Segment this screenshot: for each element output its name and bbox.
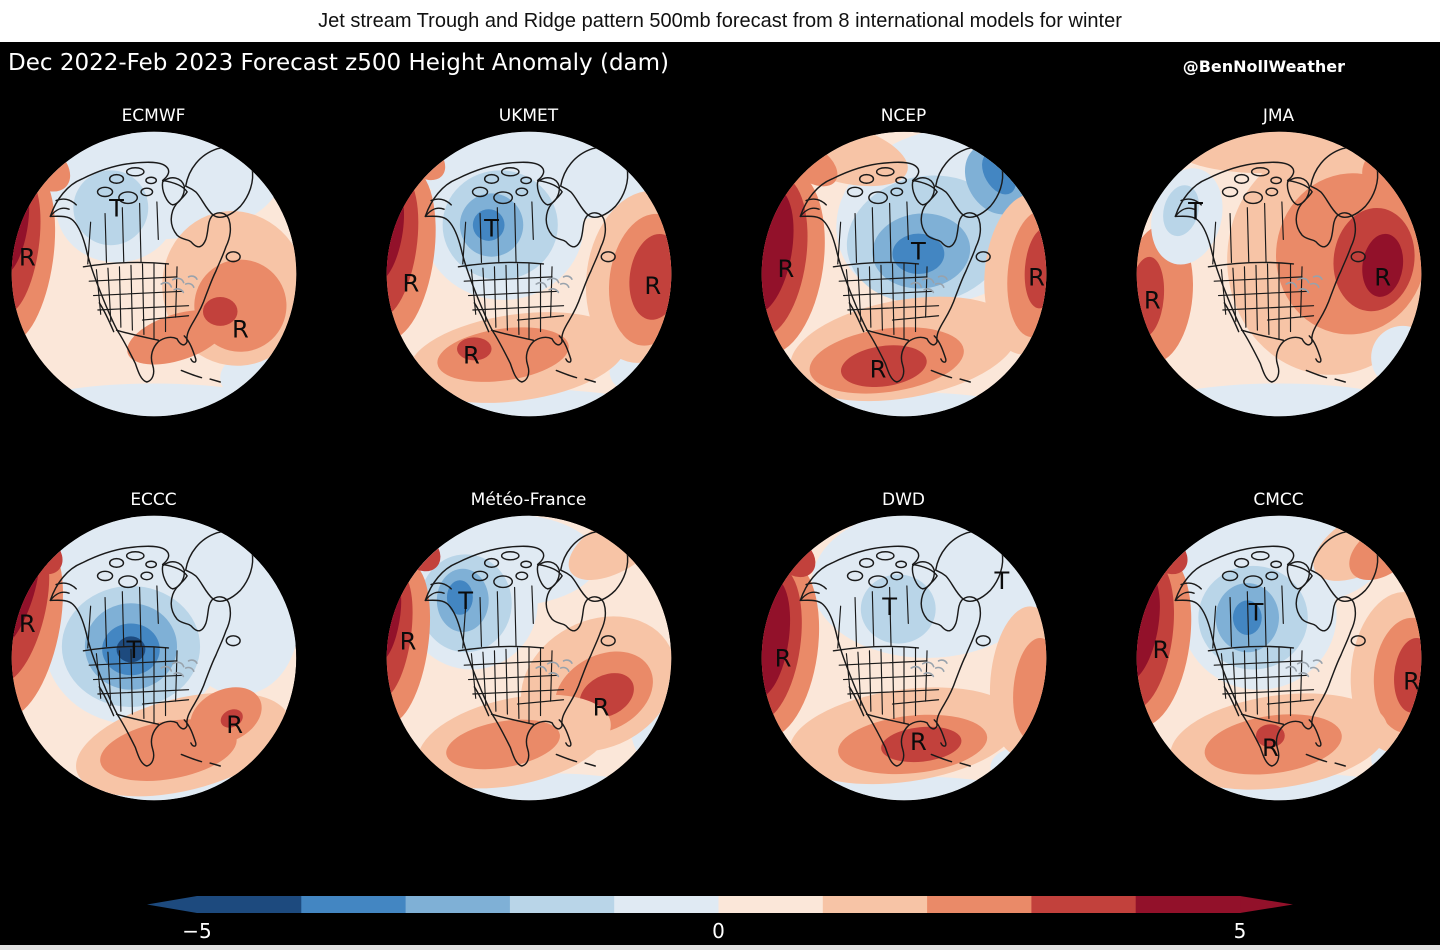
model-panel-ncep: NCEP T R R R xyxy=(716,100,1091,484)
ridge-marker: R xyxy=(1152,636,1169,664)
model-title: NCEP xyxy=(880,106,927,126)
colorbar-segment xyxy=(1031,896,1137,913)
trough-marker: T xyxy=(993,567,1009,595)
trough-marker: T xyxy=(1247,599,1263,627)
colorbar: −5 0 5 xyxy=(147,896,1293,943)
colorbar-segment xyxy=(509,896,615,913)
ridge-marker: R xyxy=(402,269,419,297)
model-title: ECCC xyxy=(130,490,177,510)
globe-map: T T R R xyxy=(761,515,1046,801)
ridge-marker: R xyxy=(774,645,791,673)
ridge-marker: R xyxy=(1143,287,1160,315)
model-panel-jma: JMA T R R xyxy=(1091,100,1440,484)
colorbar-segment xyxy=(822,896,928,913)
top-banner: Jet stream Trough and Ridge pattern 500m… xyxy=(0,0,1440,42)
model-title: JMA xyxy=(1262,106,1295,126)
colorbar-tick-label: −5 xyxy=(182,919,211,943)
ridge-marker: R xyxy=(399,627,416,655)
colorbar-under-arrow xyxy=(147,896,197,913)
ridge-marker: R xyxy=(1261,734,1278,762)
globe-map: T R R R xyxy=(761,131,1046,417)
model-panel-eccc: ECCC T R R xyxy=(0,484,341,868)
model-panel-cmcc: CMCC T R R R xyxy=(1091,484,1440,868)
globe-map: T R R xyxy=(1136,131,1421,417)
colorbar-segment xyxy=(405,896,511,913)
ridge-marker: R xyxy=(226,711,243,739)
colorbar-tick-label: 0 xyxy=(712,919,725,943)
ridge-marker: R xyxy=(869,356,886,384)
model-title: UKMET xyxy=(498,106,559,126)
trough-marker: T xyxy=(1187,197,1203,225)
plot-title: Dec 2022-Feb 2023 Forecast z500 Height A… xyxy=(8,50,670,76)
colorbar-tick-label: 5 xyxy=(1234,919,1247,943)
bottom-border xyxy=(0,945,1440,950)
ridge-marker: R xyxy=(1403,668,1420,696)
model-grid: ECMWF T R R UKMET T R R R NCEP T R R R JMA T R R ECCC T R R Mé… xyxy=(0,100,1440,868)
globe-map: T R R xyxy=(11,515,296,801)
ridge-marker: R xyxy=(909,728,926,756)
colorbar-segment xyxy=(614,896,720,913)
trough-marker: T xyxy=(881,593,897,621)
ridge-marker: R xyxy=(644,272,661,300)
trough-marker: T xyxy=(910,238,926,266)
ridge-marker: R xyxy=(1374,264,1391,292)
ridge-marker: R xyxy=(462,341,479,369)
ridge-marker: R xyxy=(1028,264,1045,292)
trough-marker: T xyxy=(108,194,124,222)
ridge-marker: R xyxy=(18,610,35,638)
colorbar-segment xyxy=(1135,896,1241,913)
model-title: DWD xyxy=(882,490,925,510)
trough-marker: T xyxy=(125,636,141,664)
ridge-marker: R xyxy=(18,243,35,271)
model-panel-m-t-o-france: Météo-France T R R xyxy=(341,484,716,868)
model-panel-ukmet: UKMET T R R R xyxy=(341,100,716,484)
colorbar-over-arrow xyxy=(1240,896,1293,913)
trough-marker: T xyxy=(483,215,499,243)
globe-map: T R R xyxy=(386,515,671,801)
model-title: ECMWF xyxy=(121,106,186,126)
globe-map: T R R R xyxy=(1136,515,1421,801)
ridge-marker: R xyxy=(592,694,609,722)
colorbar-segment xyxy=(927,896,1032,913)
globe-map: T R R xyxy=(11,131,296,417)
ridge-marker: R xyxy=(777,255,794,283)
credit-badge: @BenNollWeather xyxy=(1182,57,1345,76)
model-panel-ecmwf: ECMWF T R R xyxy=(0,100,341,484)
colorbar-segment xyxy=(718,896,824,913)
colorbar-segment xyxy=(301,896,407,913)
model-title: Météo-France xyxy=(470,490,587,510)
figure-caption: Jet stream Trough and Ridge pattern 500m… xyxy=(318,9,1122,32)
model-title: CMCC xyxy=(1253,490,1304,510)
model-panel-dwd: DWD T T R R xyxy=(716,484,1091,868)
colorbar-segment xyxy=(197,896,302,913)
trough-marker: T xyxy=(457,587,473,615)
ridge-marker: R xyxy=(231,315,248,343)
globe-map: T R R R xyxy=(386,131,671,417)
